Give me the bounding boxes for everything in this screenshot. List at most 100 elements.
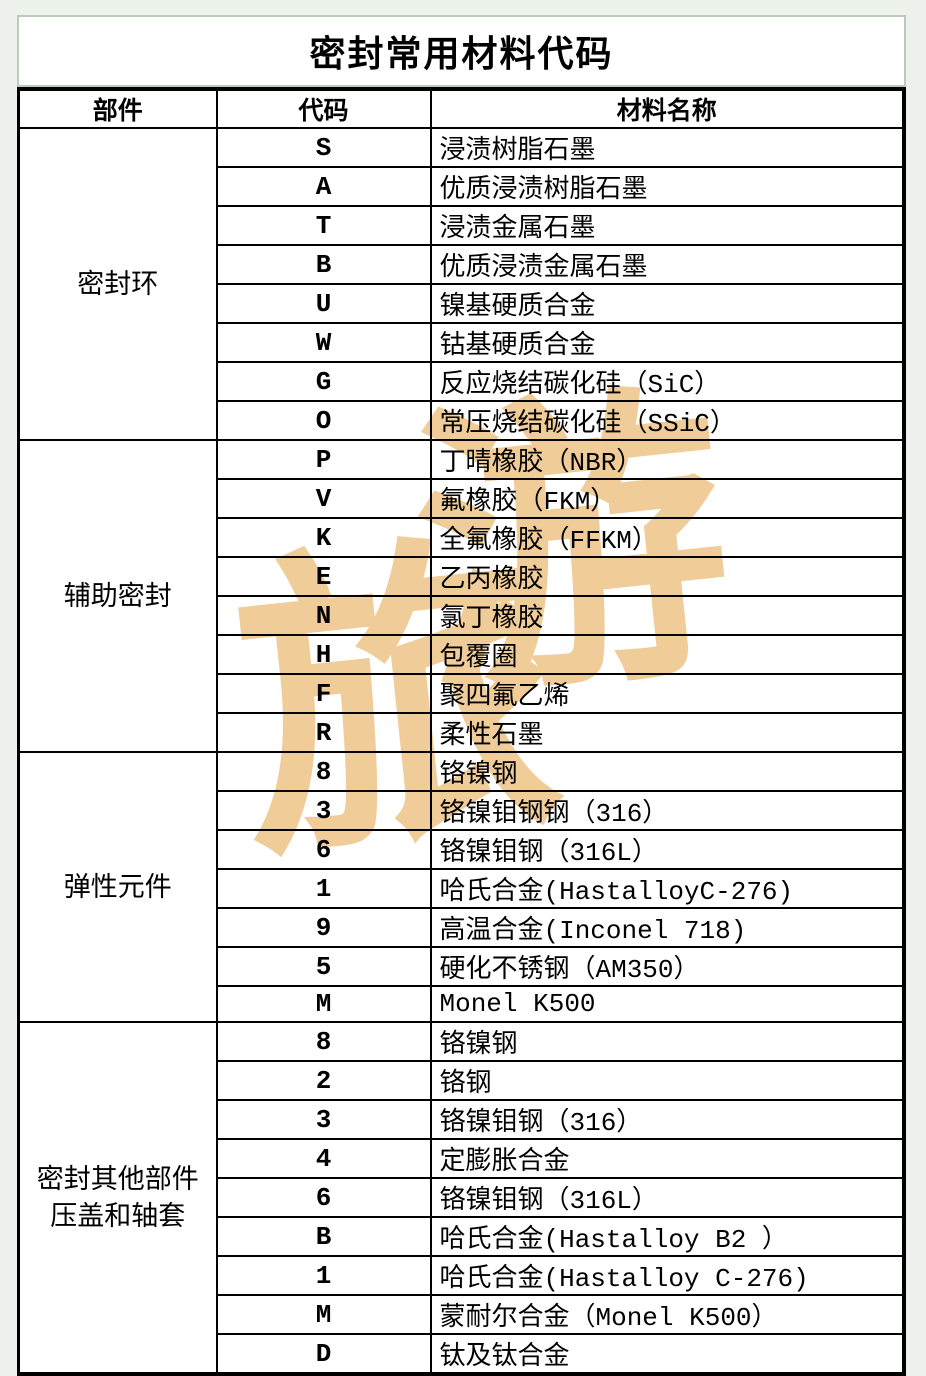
table-row: O 常压烧结碳化硅（SSiC） bbox=[19, 400, 905, 441]
code-cell: 8 bbox=[215, 751, 432, 792]
table-row: T 浸渍金属石墨 bbox=[19, 205, 905, 246]
code-cell: H bbox=[215, 634, 432, 675]
material-cell: 铬镍钼钢（316L） bbox=[429, 829, 905, 870]
material-cell: 反应烧结碳化硅（SiC） bbox=[429, 361, 905, 402]
table-row: B 哈氏合金(Hastalloy B2 ） bbox=[19, 1216, 905, 1257]
material-cell: 包覆圈 bbox=[429, 634, 905, 675]
code-cell: P bbox=[215, 439, 432, 480]
code-cell: U bbox=[215, 283, 432, 324]
table-row: N 氯丁橡胶 bbox=[19, 595, 905, 636]
code-cell: O bbox=[215, 400, 432, 441]
table-row: 辅助密封 P 丁晴橡胶（NBR） bbox=[17, 439, 905, 753]
code-cell: M bbox=[215, 1294, 432, 1335]
table-row: 9 高温合金(Inconel 718) bbox=[19, 907, 905, 948]
table-row: H 包覆圈 bbox=[19, 634, 905, 675]
table-row: 6 铬镍钼钢（316L） bbox=[19, 829, 905, 870]
table-row: 1 哈氏合金(Hastalloy C-276) bbox=[19, 1255, 905, 1296]
table-row: E 乙丙橡胶 bbox=[19, 556, 905, 597]
part-label-line: 弹性元件 bbox=[63, 871, 172, 902]
part-label-line: 密封其他部件 bbox=[36, 1164, 199, 1195]
code-cell: R bbox=[215, 712, 432, 753]
code-cell: 2 bbox=[215, 1060, 432, 1101]
part-group-auxiliary-seal: 辅助密封 bbox=[17, 439, 218, 753]
material-cell: 氯丁橡胶 bbox=[429, 595, 905, 636]
table-row: 3 铬镍钼钢钢（316） bbox=[19, 790, 905, 831]
material-cell: 铬镍钼钢钢（316） bbox=[429, 790, 905, 831]
code-cell: 5 bbox=[215, 946, 432, 987]
material-cell: Monel K500 bbox=[429, 985, 905, 1023]
code-cell: 3 bbox=[215, 1099, 432, 1140]
table-row: 1 哈氏合金(HastalloyC-276) bbox=[19, 868, 905, 909]
table-row: U 镍基硬质合金 bbox=[19, 283, 905, 324]
material-cell: 浸渍金属石墨 bbox=[429, 205, 905, 246]
table-row: M Monel K500 bbox=[19, 985, 905, 1023]
table-row: R 柔性石墨 bbox=[19, 712, 905, 753]
table-row: G 反应烧结碳化硅（SiC） bbox=[19, 361, 905, 402]
code-cell: 3 bbox=[215, 790, 432, 831]
table-row: 6 铬镍钼钢（316L） bbox=[19, 1177, 905, 1218]
table-row: 5 硬化不锈钢（AM350） bbox=[19, 946, 905, 987]
material-cell: 铬镍钼钢（316） bbox=[429, 1099, 905, 1140]
col-header-material: 材料名称 bbox=[429, 88, 905, 129]
material-cell: 高温合金(Inconel 718) bbox=[429, 907, 905, 948]
material-cell: 钛及钛合金 bbox=[429, 1333, 905, 1375]
material-cell: 乙丙橡胶 bbox=[429, 556, 905, 597]
code-cell: G bbox=[215, 361, 432, 402]
code-cell: V bbox=[215, 478, 432, 519]
code-cell: W bbox=[215, 322, 432, 363]
material-cell: 优质浸渍金属石墨 bbox=[429, 244, 905, 285]
material-cell: 聚四氟乙烯 bbox=[429, 673, 905, 714]
table-row: 弹性元件 8 铬镍钢 bbox=[17, 751, 905, 1023]
code-cell: F bbox=[215, 673, 432, 714]
material-cell: 铬镍钼钢（316L） bbox=[429, 1177, 905, 1218]
table-row: 密封环 S 浸渍树脂石墨 bbox=[17, 127, 905, 441]
table-row: V 氟橡胶（FKM） bbox=[19, 478, 905, 519]
col-header-part: 部件 bbox=[17, 88, 218, 129]
part-group-other-parts-gland-sleeve: 密封其他部件 压盖和轴套 bbox=[17, 1021, 218, 1375]
table-row: A 优质浸渍树脂石墨 bbox=[19, 166, 905, 207]
material-cell: 全氟橡胶（FFKM） bbox=[429, 517, 905, 558]
material-cell: 优质浸渍树脂石墨 bbox=[429, 166, 905, 207]
header-row: 部件 代码 材料名称 bbox=[17, 88, 905, 129]
material-cell: 蒙耐尔合金（Monel K500） bbox=[429, 1294, 905, 1335]
material-cell: 铬钢 bbox=[429, 1060, 905, 1101]
page-title: 密封常用材料代码 bbox=[309, 34, 614, 74]
part-label-line: 压盖和轴套 bbox=[50, 1200, 186, 1231]
material-cell: 哈氏合金(HastalloyC-276) bbox=[429, 868, 905, 909]
part-group-seal-ring: 密封环 bbox=[17, 127, 218, 441]
material-cell: 铬镍钢 bbox=[429, 1021, 905, 1062]
material-cell: 柔性石墨 bbox=[429, 712, 905, 753]
code-cell: K bbox=[215, 517, 432, 558]
table-row: 2 铬钢 bbox=[19, 1060, 905, 1101]
table-container: 部件 代码 材料名称 密封环 S 浸渍树脂石墨 A 优质浸渍树脂石墨 T 浸渍金… bbox=[17, 87, 906, 1376]
code-cell: 8 bbox=[215, 1021, 432, 1062]
table-row: K 全氟橡胶（FFKM） bbox=[19, 517, 905, 558]
code-cell: S bbox=[215, 127, 432, 168]
code-cell: B bbox=[215, 1216, 432, 1257]
code-cell: 1 bbox=[215, 1255, 432, 1296]
material-cell: 氟橡胶（FKM） bbox=[429, 478, 905, 519]
code-cell: B bbox=[215, 244, 432, 285]
material-cell: 常压烧结碳化硅（SSiC） bbox=[429, 400, 905, 441]
code-cell: M bbox=[215, 985, 432, 1023]
material-cell: 硬化不锈钢（AM350） bbox=[429, 946, 905, 987]
table-row: W 钴基硬质合金 bbox=[19, 322, 905, 363]
code-cell: 4 bbox=[215, 1138, 432, 1179]
title-box: 密封常用材料代码 bbox=[17, 15, 906, 87]
table-row: B 优质浸渍金属石墨 bbox=[19, 244, 905, 285]
table-row: F 聚四氟乙烯 bbox=[19, 673, 905, 714]
material-cell: 浸渍树脂石墨 bbox=[429, 127, 905, 168]
code-cell: 1 bbox=[215, 868, 432, 909]
part-label-line: 密封环 bbox=[77, 268, 159, 299]
code-cell: 6 bbox=[215, 829, 432, 870]
code-cell: D bbox=[215, 1333, 432, 1375]
code-cell: 9 bbox=[215, 907, 432, 948]
table-row: 4 定膨胀合金 bbox=[19, 1138, 905, 1179]
code-cell: A bbox=[215, 166, 432, 207]
material-cell: 丁晴橡胶（NBR） bbox=[429, 439, 905, 480]
table-row: 3 铬镍钼钢（316） bbox=[19, 1099, 905, 1140]
code-cell: T bbox=[215, 205, 432, 246]
material-cell: 镍基硬质合金 bbox=[429, 283, 905, 324]
material-cell: 钴基硬质合金 bbox=[429, 322, 905, 363]
part-label-line: 辅助密封 bbox=[63, 580, 172, 611]
